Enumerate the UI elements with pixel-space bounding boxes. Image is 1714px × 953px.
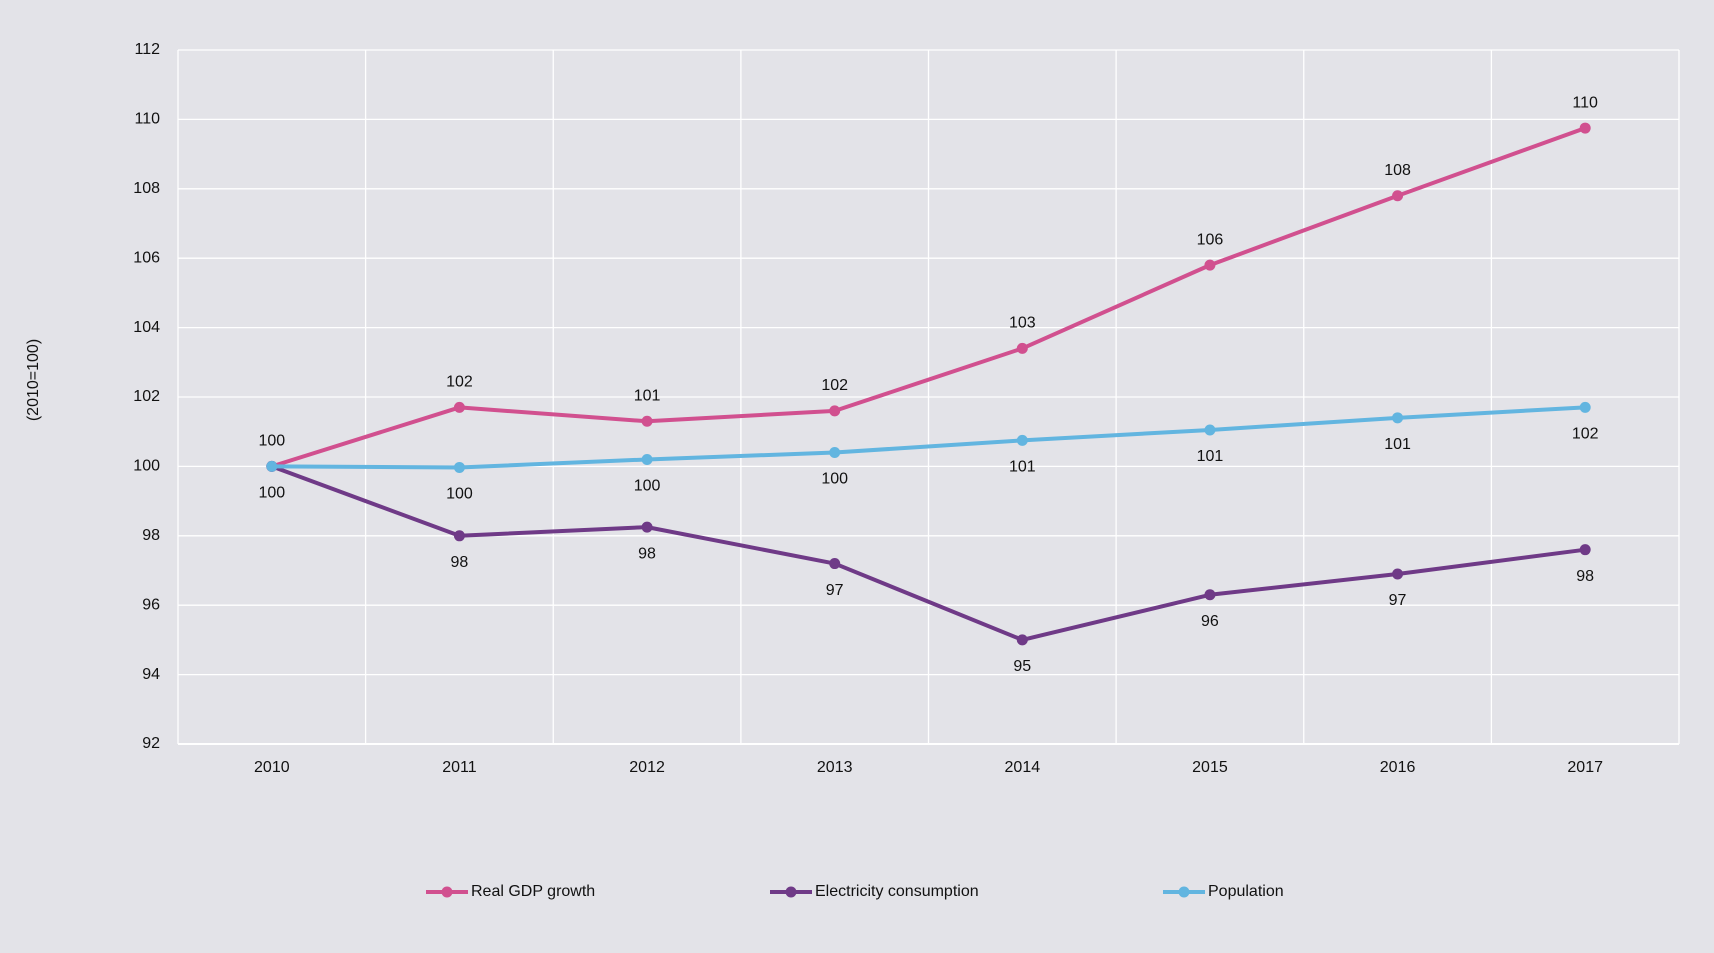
y-axis-label: (2010=100)	[25, 339, 42, 421]
point	[453, 530, 465, 542]
data-label: 97	[826, 582, 844, 599]
data-label: 97	[1389, 592, 1407, 609]
data-label: 100	[446, 486, 473, 503]
data-label: 100	[634, 478, 661, 495]
legend-label: Real GDP growth	[471, 883, 595, 900]
data-label: 98	[1576, 568, 1594, 585]
legend-marker	[441, 886, 453, 898]
point	[1392, 412, 1404, 424]
y-tick-label: 110	[134, 111, 160, 128]
y-tick-label: 106	[133, 249, 160, 266]
data-label: 103	[1009, 315, 1036, 332]
data-label: 102	[446, 374, 473, 391]
point	[453, 461, 465, 473]
series-line	[271, 126, 1586, 469]
x-tick-label: 2012	[629, 759, 665, 776]
point	[1204, 589, 1216, 601]
y-tick-label: 92	[142, 735, 160, 752]
data-label: 96	[1201, 613, 1219, 630]
data-label: 98	[451, 554, 469, 571]
data-label: 100	[258, 433, 285, 450]
y-tick-label: 108	[133, 180, 160, 197]
legend-marker	[785, 886, 797, 898]
legend-label: Population	[1208, 883, 1284, 900]
point	[453, 401, 465, 413]
data-label: 98	[638, 545, 656, 562]
point	[641, 521, 653, 533]
point	[1579, 122, 1591, 134]
point	[829, 405, 841, 417]
point	[829, 558, 841, 570]
point	[1204, 424, 1216, 436]
data-label: 106	[1197, 231, 1224, 248]
point	[1392, 190, 1404, 202]
point	[1016, 634, 1028, 646]
x-tick-label: 2013	[817, 759, 853, 776]
point	[266, 460, 278, 472]
x-tick-label: 2016	[1380, 759, 1416, 776]
x-tick-label: 2017	[1567, 759, 1603, 776]
point	[1204, 259, 1216, 271]
point	[1579, 401, 1591, 413]
data-label: 100	[821, 471, 848, 488]
legend-marker	[1178, 886, 1190, 898]
y-tick-label: 102	[133, 388, 160, 405]
x-tick-label: 2015	[1192, 759, 1228, 776]
data-label: 110	[1572, 94, 1598, 111]
point	[1016, 342, 1028, 354]
point	[641, 415, 653, 427]
data-label: 101	[1384, 436, 1411, 453]
data-label: 95	[1013, 658, 1031, 675]
y-tick-label: 112	[134, 41, 160, 58]
data-label: 102	[821, 377, 848, 394]
data-label: 101	[1197, 448, 1224, 465]
data-label: 100	[258, 485, 285, 502]
series-line	[271, 464, 1586, 642]
point	[829, 447, 841, 459]
data-label: 102	[1572, 426, 1599, 443]
y-tick-label: 100	[133, 458, 160, 475]
x-tick-label: 2010	[254, 759, 290, 776]
point	[1392, 568, 1404, 580]
point	[1016, 434, 1028, 446]
y-tick-label: 104	[133, 319, 160, 336]
y-tick-label: 98	[142, 527, 160, 544]
point	[1579, 544, 1591, 556]
x-tick-label: 2011	[442, 759, 477, 776]
data-label: 101	[1009, 459, 1036, 476]
point	[641, 453, 653, 465]
data-label: 101	[634, 388, 661, 405]
legend-label: Electricity consumption	[815, 883, 979, 900]
x-tick-label: 2014	[1005, 759, 1041, 776]
y-tick-label: 96	[142, 596, 160, 613]
data-label: 108	[1384, 162, 1411, 179]
series-line	[271, 405, 1586, 470]
y-tick-label: 94	[142, 666, 160, 683]
